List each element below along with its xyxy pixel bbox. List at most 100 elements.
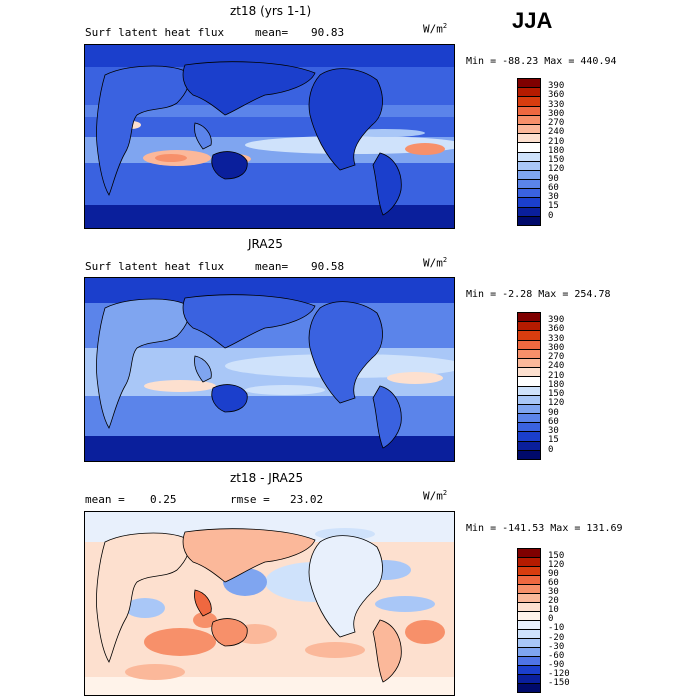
panel-1-swatch-15 xyxy=(518,216,540,225)
panel-1-swatch-11 xyxy=(518,180,540,190)
season-label: JJA xyxy=(512,8,553,33)
panel-3-swatch-9 xyxy=(518,630,540,639)
panel-3-tick-1: 120 xyxy=(548,560,565,571)
panel-2-swatch-14 xyxy=(518,441,540,451)
panel-2-tick-14: 0 xyxy=(548,444,554,455)
panel-2-mean-label: mean= xyxy=(255,260,289,273)
panel-2-swatch-15 xyxy=(518,450,540,459)
panel-3-mean-label: mean = xyxy=(85,493,125,506)
panel-3-mean-value: 0.25 xyxy=(150,493,177,506)
panel-2-units: W/m2 xyxy=(423,256,448,270)
panel-2-tick-5: 240 xyxy=(548,361,565,372)
panel-2-swatch-1 xyxy=(518,322,540,332)
panel-1-swatch-2 xyxy=(518,97,540,107)
panel-3-swatch-1 xyxy=(518,558,540,567)
panel-2-tick-13: 15 xyxy=(548,435,559,446)
panel-1-tick-8: 150 xyxy=(548,155,565,165)
panel-2-mean-value: 90.58 xyxy=(311,260,345,273)
panel-3-tick-14: -150 xyxy=(548,677,570,688)
panel-1-swatch-6 xyxy=(518,134,540,144)
panel-3-swatch-15 xyxy=(518,684,540,692)
panel-3-title: zt18 - JRA25 xyxy=(230,471,304,485)
panel-1-tick-4: 270 xyxy=(548,118,565,128)
panel-2-tick-12: 30 xyxy=(548,426,559,436)
panel-2-swatch-5 xyxy=(518,358,540,369)
panel-2-title: JRA25 xyxy=(248,237,283,251)
panel-3-tick-2: 90 xyxy=(548,569,559,580)
panel-3-swatch-10 xyxy=(518,639,540,648)
panel-2-tick-6: 210 xyxy=(548,370,565,381)
panel-1-map-field xyxy=(85,45,454,228)
panel-1-swatch-9 xyxy=(518,161,540,171)
panel-3-tick-3: 60 xyxy=(548,578,559,589)
panel-1-tick-9: 120 xyxy=(548,164,565,175)
panel-1-variable-label: Surf latent heat flux xyxy=(85,26,225,39)
panel-1-tick-0: 390 xyxy=(548,81,565,91)
panel-3-tick-10: -30 xyxy=(548,641,565,652)
panel-1-tick-11: 60 xyxy=(548,182,559,193)
panel-1-tick-2: 330 xyxy=(548,99,565,110)
panel-3-swatch-8 xyxy=(518,621,540,630)
panel-1-swatch-8 xyxy=(518,152,540,162)
panel-2-swatch-7 xyxy=(518,377,540,387)
panel-1-tick-6: 210 xyxy=(548,136,565,147)
panel-3-tick-4: 30 xyxy=(548,587,559,598)
panel-2-tick-2: 330 xyxy=(548,333,565,344)
panel-3-swatch-13 xyxy=(518,666,540,675)
panel-3-tick-0: 150 xyxy=(548,551,565,561)
panel-1-swatch-4 xyxy=(518,115,540,125)
panel-3-tick-5: 20 xyxy=(548,596,559,607)
panel-1-colorbar xyxy=(517,78,541,226)
panel-1-map xyxy=(84,44,455,229)
panel-3-swatch-6 xyxy=(518,603,540,612)
panel-2-colorbar xyxy=(517,312,541,460)
panel-3-legend-ticks: 150 120 90 60 30 20 10 0 -10 -20 -30 -60… xyxy=(548,552,588,697)
panel-2-tick-9: 120 xyxy=(548,398,565,409)
panel-1-swatch-10 xyxy=(518,170,540,181)
panel-2-swatch-11 xyxy=(518,414,540,424)
panel-3-tick-6: 10 xyxy=(548,605,559,616)
panel-3-swatch-4 xyxy=(518,585,540,594)
panel-3-colorbar xyxy=(517,548,541,693)
panel-3-swatch-2 xyxy=(518,567,540,576)
panel-2-minmax: Min = -2.28 Max = 254.78 xyxy=(466,289,611,300)
panel-2-tick-0: 390 xyxy=(548,315,565,325)
panel-2-variable-label: Surf latent heat flux xyxy=(85,260,225,273)
panel-3-minmax: Min = -141.53 Max = 131.69 xyxy=(466,523,623,534)
panel-3-tick-9: -20 xyxy=(548,632,565,643)
panel-3-swatch-12 xyxy=(518,657,540,666)
panel-2-swatch-4 xyxy=(518,349,540,359)
panel-2-map xyxy=(84,277,455,462)
panel-2-swatch-2 xyxy=(518,331,540,341)
panel-2-swatch-0 xyxy=(518,313,540,323)
panel-1-swatch-13 xyxy=(518,198,540,208)
panel-2-swatch-13 xyxy=(518,432,540,442)
panel-2-swatch-10 xyxy=(518,404,540,415)
panel-3-tick-11: -60 xyxy=(548,650,565,661)
panel-2-tick-10: 90 xyxy=(548,407,559,418)
panel-3-tick-8: -10 xyxy=(548,623,565,634)
panel-3-units: W/m2 xyxy=(423,489,448,503)
panel-2-map-field xyxy=(85,278,454,461)
panel-1-tick-10: 90 xyxy=(548,173,559,184)
panel-1-title: zt18 (yrs 1-1) xyxy=(230,4,312,18)
panel-2-swatch-12 xyxy=(518,423,540,433)
panel-3-tick-7: 0 xyxy=(548,614,554,625)
panel-3-map xyxy=(84,511,455,696)
panel-1-legend-ticks: 390 360 330 300 270 240 210 180 150 120 … xyxy=(548,82,588,230)
panel-1-tick-3: 300 xyxy=(548,108,565,119)
panel-1-swatch-7 xyxy=(518,143,540,153)
panel-1-swatch-5 xyxy=(518,124,540,135)
panel-1-mean-value: 90.83 xyxy=(311,26,345,39)
panel-1-tick-13: 15 xyxy=(548,201,559,212)
panel-2-tick-7: 180 xyxy=(548,379,565,390)
panel-2-tick-4: 270 xyxy=(548,352,565,362)
panel-3-tick-13: -120 xyxy=(548,668,570,679)
panel-2-swatch-6 xyxy=(518,368,540,378)
panel-1-minmax: Min = -88.23 Max = 440.94 xyxy=(466,56,617,67)
panel-1-units: W/m2 xyxy=(423,22,448,36)
panel-1-swatch-1 xyxy=(518,88,540,98)
panel-1-swatch-3 xyxy=(518,106,540,116)
panel-2-tick-11: 60 xyxy=(548,416,559,427)
panel-3-swatch-3 xyxy=(518,576,540,585)
